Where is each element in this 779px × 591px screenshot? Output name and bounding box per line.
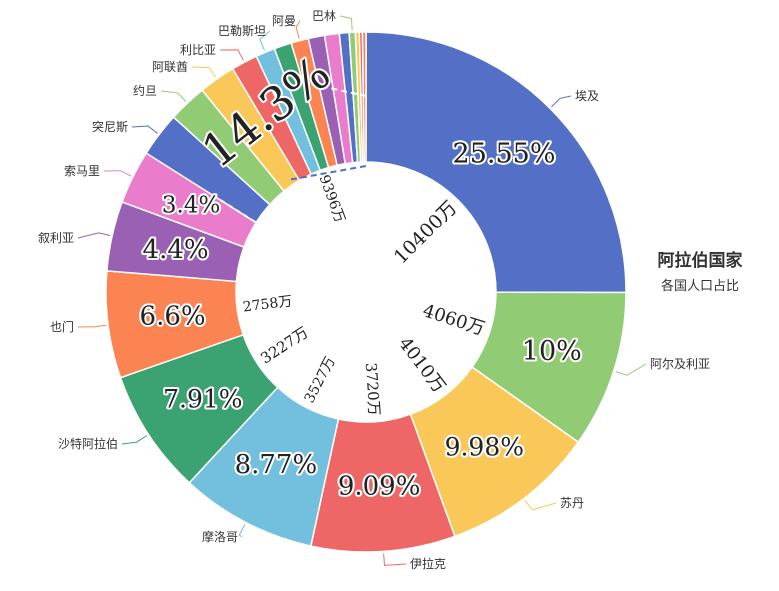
percent-label-8: 4.4% <box>143 235 209 265</box>
leader-line-13 <box>219 49 244 61</box>
slice-name-label-8: 叙利亚 <box>38 231 74 245</box>
leader-line-4 <box>383 553 407 566</box>
inner-value-label-3: 4010万 <box>394 333 449 396</box>
percent-label-6: 7.91% <box>163 384 242 413</box>
slice-23 <box>361 31 367 163</box>
inner-value-label-6: 3227万 <box>257 323 311 367</box>
slice-name-label-2: 阿尔及利亚 <box>650 356 710 371</box>
slice-name-label-10: 突尼斯 <box>92 119 128 134</box>
slice-name-label-5: 摩洛哥 <box>202 529 238 544</box>
leader-lines-layer <box>77 15 647 566</box>
group-boundary-end <box>289 165 367 181</box>
inner-value-label-7: 2758万 <box>242 293 293 315</box>
chart-title: 阿拉伯国家 <box>657 251 743 271</box>
inner-value-label-4: 3720万 <box>362 362 384 416</box>
leader-line-9 <box>103 170 132 177</box>
leader-line-3 <box>524 499 557 511</box>
slices-layer <box>105 31 627 553</box>
percent-label-7: 6.6% <box>140 302 206 332</box>
percent-label-4: 9.09% <box>338 472 421 502</box>
group-boundary-start <box>209 192 264 228</box>
chart-title-block: 阿拉伯国家 各国人口占比 <box>630 246 770 294</box>
leader-line-16 <box>295 20 301 39</box>
slice-name-label-7: 也门 <box>50 319 74 334</box>
leader-line-2 <box>615 363 647 376</box>
leader-line-11 <box>160 90 187 102</box>
percent-label-9: 3.4% <box>162 193 220 219</box>
slice-name-label-9: 索马里 <box>64 164 100 178</box>
leader-line-6 <box>121 435 148 445</box>
slice-name-label-12: 阿联酋 <box>152 59 188 74</box>
slice-name-label-14: 巴勒斯坦 <box>218 24 266 38</box>
slice-name-label-4: 伊拉克 <box>410 556 446 571</box>
slice-name-label-20: 巴林 <box>312 9 336 23</box>
slice-name-label-1: 埃及 <box>575 89 599 103</box>
group-boundary-top <box>301 81 367 97</box>
percent-label-1: 25.55% <box>453 139 556 170</box>
slice-name-label-13: 利比亚 <box>180 43 216 57</box>
inner-value-label-5: 3527万 <box>302 354 339 405</box>
slice-name-label-3: 苏丹 <box>560 496 584 510</box>
inner-value-label-2: 4060万 <box>420 300 487 339</box>
leader-line-1 <box>551 95 572 108</box>
percent-label-3: 9.98% <box>445 433 524 462</box>
leader-line-5 <box>238 524 246 538</box>
leader-line-7 <box>77 324 107 328</box>
slice-name-label-6: 沙特阿拉伯 <box>58 436 118 451</box>
leader-line-20 <box>339 15 353 31</box>
percent-label-2: 10% <box>522 336 582 367</box>
leader-line-12 <box>191 66 217 78</box>
slice-name-label-11: 约旦 <box>133 83 157 98</box>
slice-name-label-16: 阿曼 <box>272 14 296 28</box>
slice-1 <box>365 31 627 294</box>
percent-label-5: 8.77% <box>235 450 318 480</box>
leader-line-8 <box>77 232 111 239</box>
chart-subtitle: 各国人口占比 <box>660 279 739 294</box>
group-inner-value-label: 9396万 <box>316 173 348 225</box>
inner-value-label-1: 10400万 <box>390 197 462 269</box>
leader-line-10 <box>131 125 158 134</box>
leader-line-14 <box>259 30 271 51</box>
